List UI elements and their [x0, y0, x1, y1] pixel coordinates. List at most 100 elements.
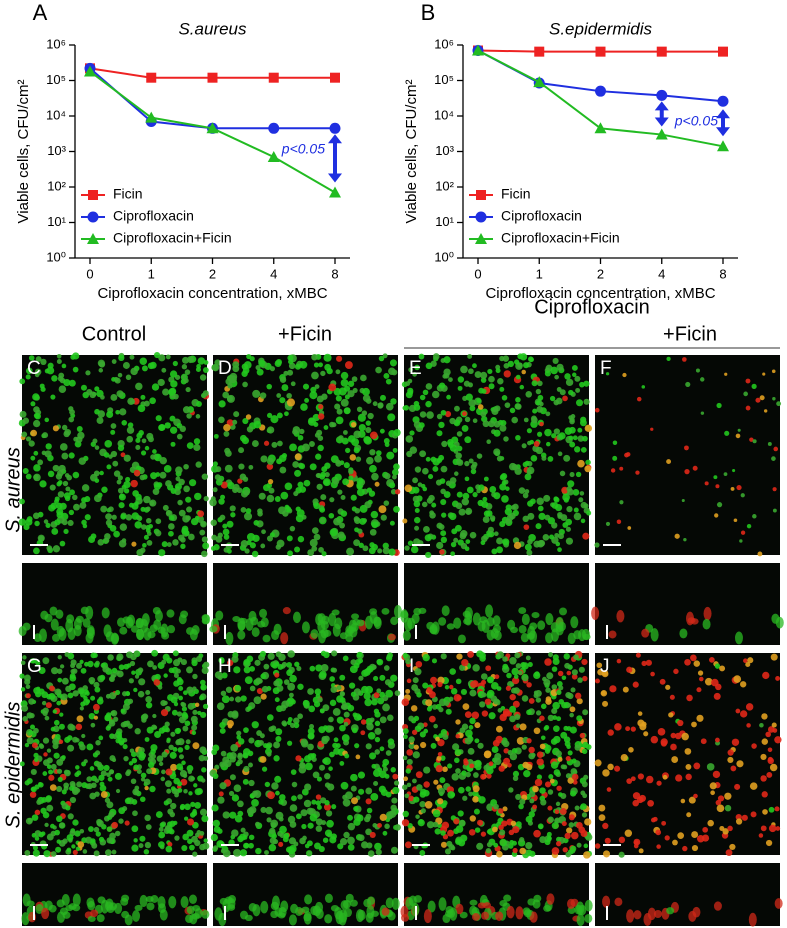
cell — [25, 473, 32, 480]
cell — [462, 703, 470, 711]
cell — [539, 787, 546, 794]
cell — [24, 742, 30, 748]
cell-side — [44, 613, 53, 623]
cell — [493, 698, 500, 705]
cell — [319, 506, 326, 513]
cell-side — [521, 613, 530, 626]
cell — [212, 461, 218, 467]
cell — [660, 740, 668, 747]
cell — [31, 742, 38, 749]
cell — [433, 723, 438, 729]
cell — [514, 652, 521, 659]
cell — [241, 363, 249, 370]
cell — [186, 829, 194, 837]
cell — [348, 475, 354, 481]
cell — [132, 788, 140, 796]
cell — [218, 791, 224, 797]
cell — [187, 702, 195, 710]
cell — [275, 735, 282, 743]
cell — [52, 545, 61, 553]
cell-side — [96, 914, 105, 923]
cell — [376, 688, 382, 694]
cell — [32, 512, 40, 520]
cell — [170, 786, 176, 792]
cell — [46, 748, 52, 753]
cell — [50, 851, 57, 857]
cell — [297, 481, 304, 488]
cell — [504, 508, 512, 516]
cell — [464, 711, 472, 718]
cell — [25, 693, 31, 699]
cell — [425, 699, 433, 707]
cell — [759, 395, 765, 401]
cell — [190, 715, 198, 723]
cell — [443, 700, 450, 707]
cell — [336, 716, 345, 724]
cell — [411, 729, 418, 735]
cell — [468, 368, 474, 375]
cell-side — [334, 617, 343, 630]
cell — [517, 670, 523, 676]
cell — [248, 464, 254, 470]
cell-side — [495, 911, 504, 921]
cell — [154, 673, 161, 681]
cell — [348, 468, 354, 475]
cell — [323, 353, 332, 362]
cell — [467, 354, 473, 359]
cell — [556, 785, 562, 791]
cell — [693, 762, 701, 770]
cell — [181, 364, 188, 370]
cell — [146, 518, 152, 524]
cell — [560, 514, 568, 522]
cell — [45, 443, 52, 450]
cell — [264, 781, 271, 788]
cell — [412, 372, 417, 377]
cell — [465, 786, 472, 792]
cell — [228, 790, 235, 797]
cell — [493, 420, 501, 428]
cell — [565, 537, 574, 545]
x-tick-label: 0 — [86, 266, 93, 281]
cell — [353, 430, 362, 439]
cell — [261, 766, 268, 772]
cell — [402, 518, 408, 524]
cell — [430, 456, 437, 463]
cell — [681, 498, 685, 503]
cell — [752, 439, 757, 444]
cell — [370, 431, 378, 440]
cell — [182, 833, 189, 841]
cell — [682, 357, 687, 362]
cell — [309, 723, 315, 730]
cell — [684, 469, 690, 475]
cell — [384, 472, 391, 480]
cell — [762, 671, 770, 680]
cell-side — [167, 625, 176, 634]
cell — [167, 841, 173, 847]
cell — [349, 454, 357, 461]
cell-side — [469, 899, 478, 906]
cell — [493, 531, 499, 537]
cell — [54, 498, 59, 504]
cell — [353, 805, 359, 812]
cell — [177, 788, 183, 793]
cell — [297, 713, 303, 720]
cell — [186, 666, 193, 674]
cell — [64, 652, 70, 657]
cell — [388, 367, 396, 375]
cell-side — [351, 613, 360, 620]
cell — [110, 709, 118, 717]
cell-side — [641, 628, 650, 638]
cell — [582, 793, 588, 799]
cell — [453, 537, 459, 543]
column-header: Control — [82, 323, 146, 345]
cell — [58, 739, 64, 744]
cell — [622, 686, 629, 693]
cell-side — [774, 898, 783, 909]
cell — [544, 428, 552, 437]
cell — [98, 735, 104, 741]
cell — [536, 774, 543, 780]
cell-side — [119, 626, 128, 635]
cell — [496, 537, 504, 545]
cell — [551, 666, 558, 672]
cell — [18, 518, 26, 526]
